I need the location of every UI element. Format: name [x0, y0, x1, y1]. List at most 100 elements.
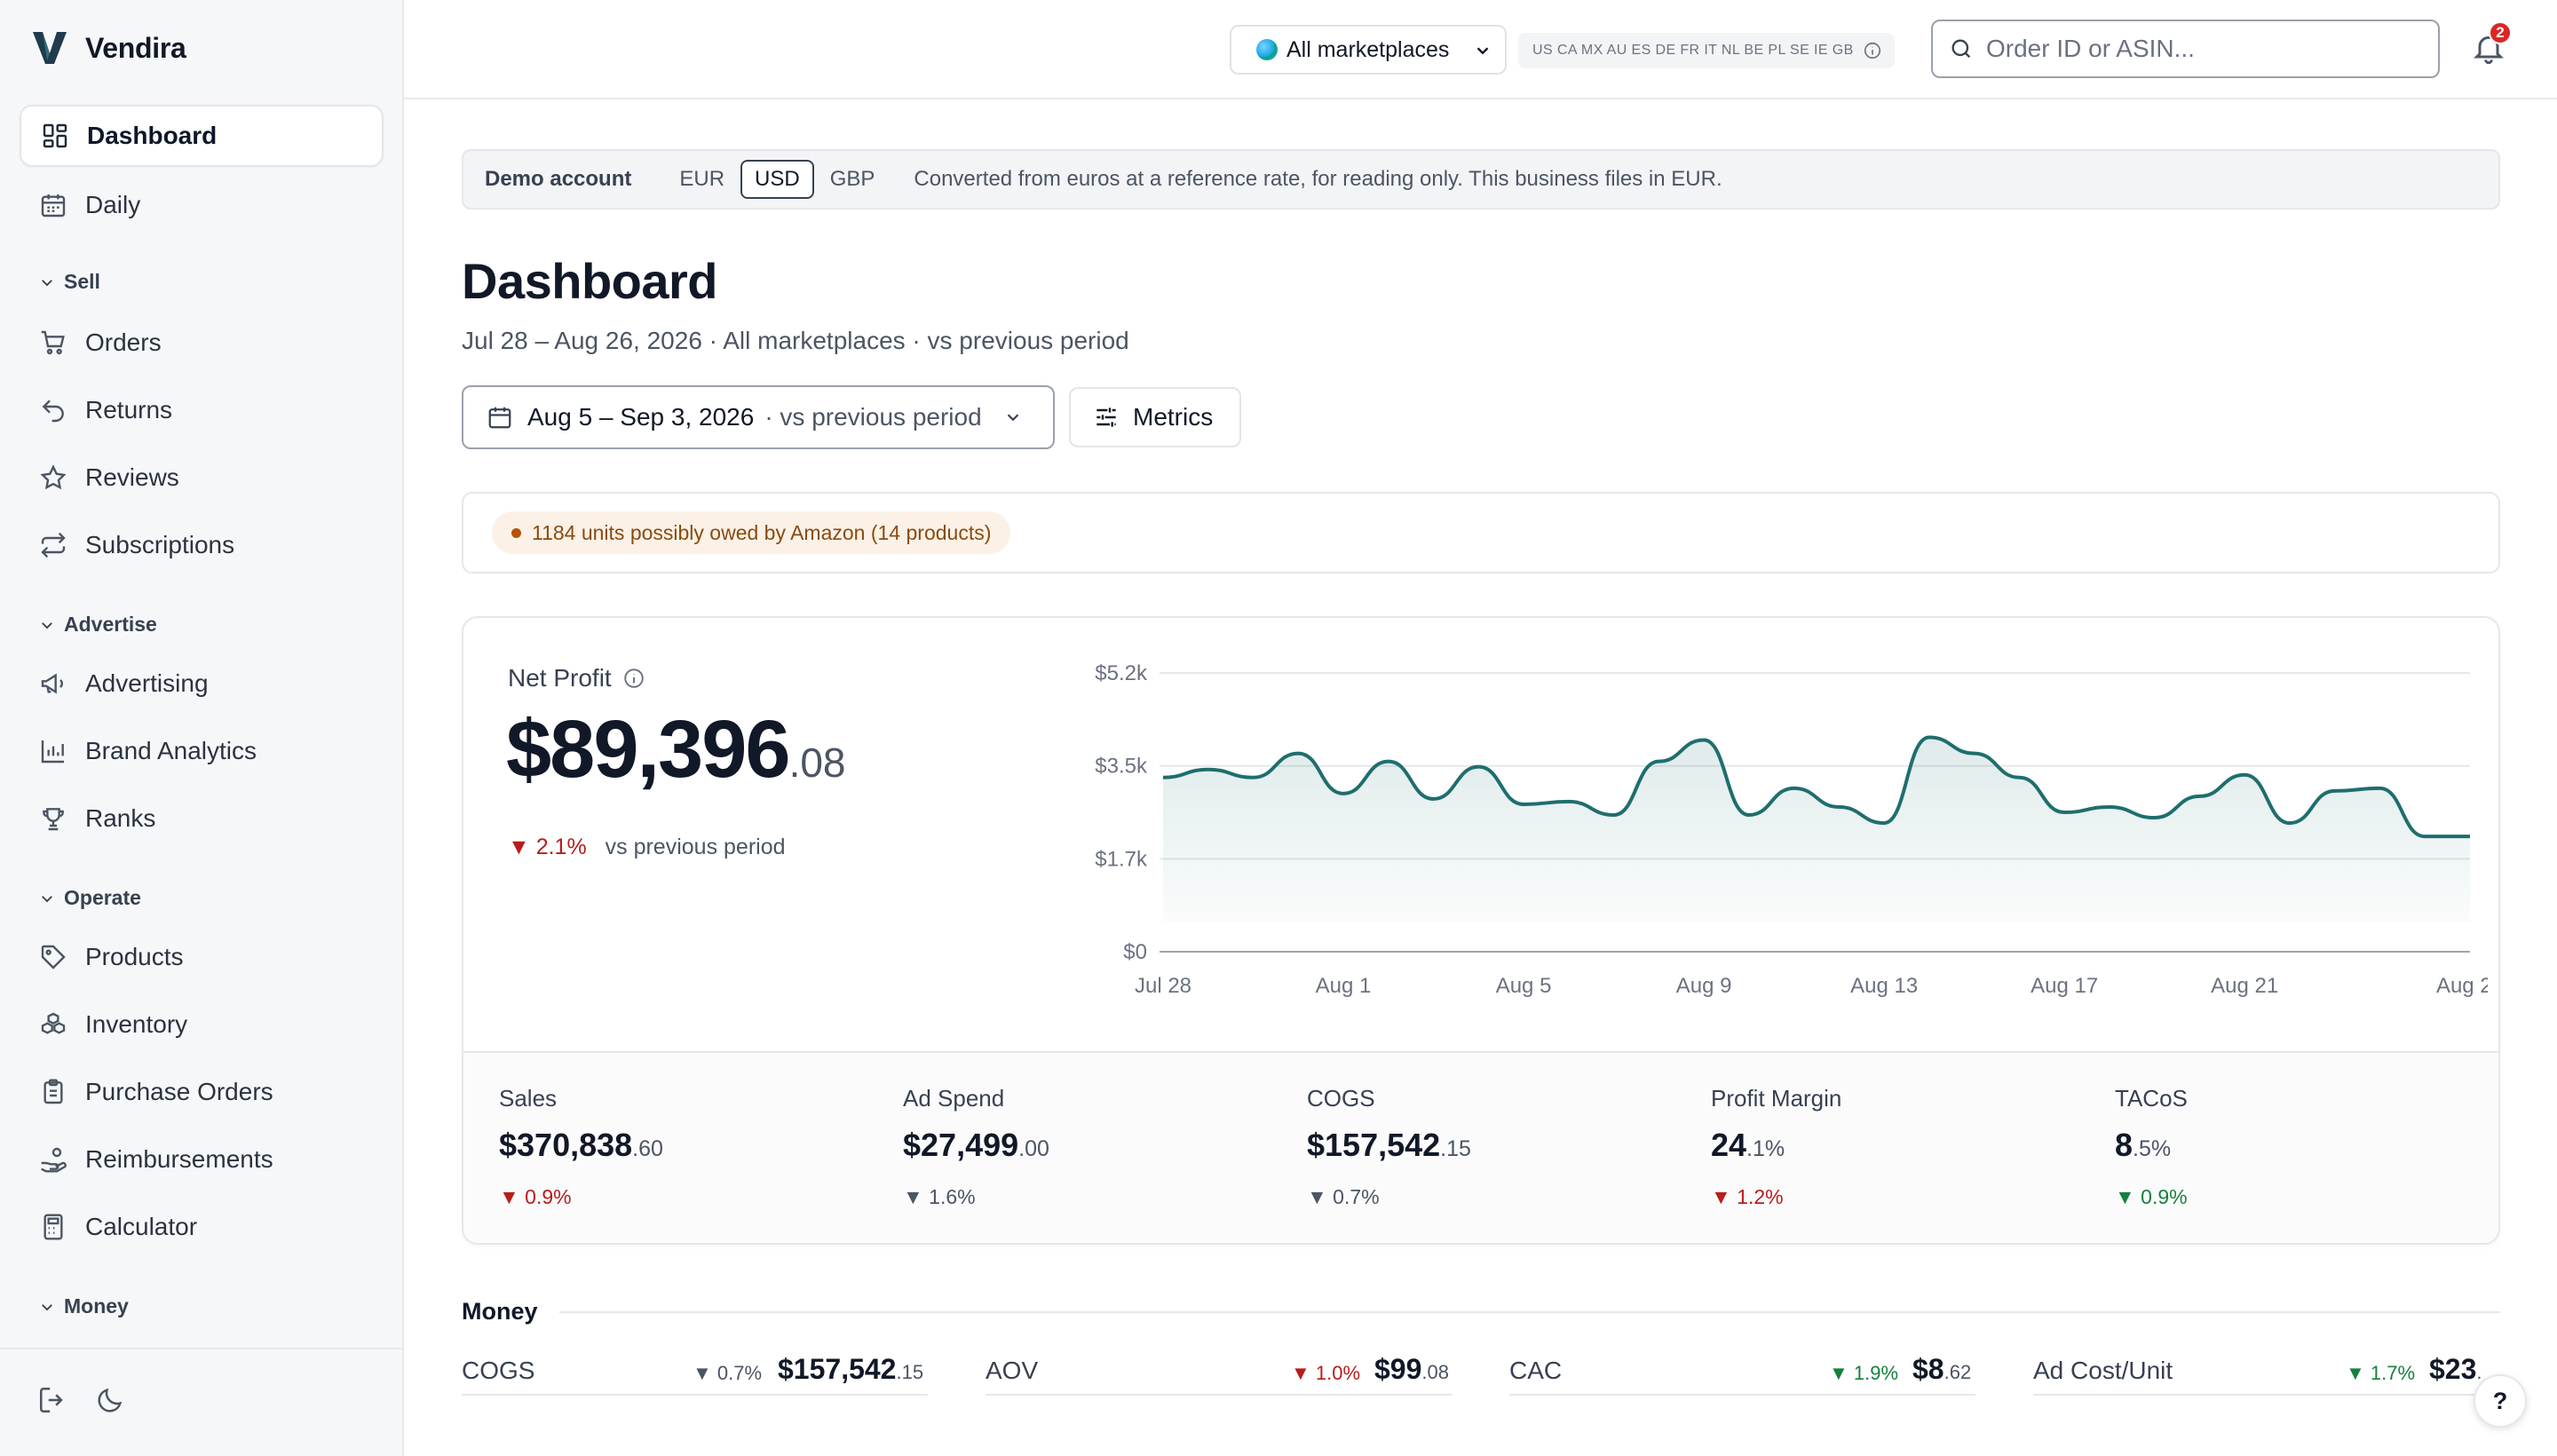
- repeat-icon: [41, 532, 66, 558]
- stat-value: $157,542.15: [1307, 1127, 1471, 1164]
- currency-note: Converted from euros at a reference rate…: [914, 167, 1722, 191]
- money-value: $157,542.15: [778, 1353, 923, 1386]
- sidebar-item-reviews[interactable]: Reviews: [20, 447, 384, 509]
- brand[interactable]: Vendira: [30, 28, 186, 67]
- money-value-main: $8: [1912, 1353, 1944, 1385]
- y-tick-label: $3.5k: [1095, 755, 1148, 779]
- logo-icon: [33, 32, 67, 64]
- money-row-cogs[interactable]: COGS ▼ 0.7% $157,542.15: [462, 1349, 928, 1396]
- date-range-picker[interactable]: Aug 5 – Sep 3, 2026 · vs previous period: [462, 385, 1055, 449]
- sidebar-item-orders[interactable]: Orders: [20, 312, 384, 374]
- search-box[interactable]: [1931, 20, 2440, 78]
- sidebar-item-daily[interactable]: Daily: [20, 174, 384, 236]
- chevron-down-icon: [1007, 414, 1018, 422]
- stat-value-main: $27,499: [903, 1127, 1019, 1163]
- stat-label: Sales: [499, 1085, 558, 1112]
- sidebar-item-subscriptions[interactable]: Subscriptions: [20, 514, 384, 576]
- metrics-button[interactable]: Metrics: [1069, 387, 1241, 447]
- stat-value-cents: .15: [1440, 1136, 1471, 1161]
- currency-eur[interactable]: EUR: [679, 167, 725, 191]
- search-icon: [1951, 39, 1971, 59]
- stat-tacos[interactable]: TACoS 8.5% ▼ 0.9%: [2115, 1085, 2188, 1209]
- section-label: Advertise: [64, 613, 157, 636]
- help-button[interactable]: ?: [2474, 1374, 2527, 1428]
- sidebar-item-products[interactable]: Products: [20, 926, 384, 988]
- stat-delta: ▼ 0.9%: [2115, 1185, 2188, 1208]
- x-tick-label: Aug 26: [2436, 974, 2488, 998]
- divider: [559, 1311, 2500, 1313]
- money-label: AOV: [986, 1357, 1039, 1384]
- sliders-icon: [1096, 408, 1116, 427]
- sidebar-item-ranks[interactable]: Ranks: [20, 787, 384, 850]
- chevron-down-icon: [42, 621, 52, 629]
- sidebar-item-label: Ranks: [85, 804, 156, 832]
- money-label: CAC: [1509, 1357, 1563, 1384]
- logout-icon[interactable]: [37, 1385, 67, 1415]
- search-input[interactable]: [1986, 35, 2412, 63]
- money-section-title: Money: [462, 1298, 538, 1325]
- stat-ad-spend[interactable]: Ad Spend $27,499.00 ▼ 1.6%: [903, 1085, 1049, 1209]
- money-value: $23.: [2429, 1353, 2482, 1386]
- marketplace-select[interactable]: All marketplaces: [1230, 25, 1507, 75]
- x-tick-label: Aug 5: [1496, 974, 1552, 998]
- sidebar-item-label: Inventory: [85, 1010, 188, 1038]
- money-row-aov[interactable]: AOV ▼ 1.0% $99.08: [986, 1349, 1452, 1396]
- money-row-cac[interactable]: CAC ▼ 1.9% $8.62: [1509, 1349, 1975, 1396]
- sidebar-item-label: Subscriptions: [85, 531, 235, 558]
- money-row-ad-cost-unit[interactable]: Ad Cost/Unit ▼ 1.7% $23.: [2033, 1349, 2500, 1396]
- stat-value-main: $370,838: [499, 1127, 633, 1163]
- net-profit-label-row: Net Profit: [508, 664, 645, 692]
- section-operate[interactable]: Operate: [39, 886, 141, 910]
- y-tick-label: $1.7k: [1095, 847, 1148, 871]
- demo-label: Demo account: [485, 167, 632, 191]
- marketplace-codes-text: US CA MX AU ES DE FR IT NL BE PL SE IE G…: [1532, 43, 1854, 58]
- section-advertise[interactable]: Advertise: [39, 613, 157, 637]
- currency-usd[interactable]: USD: [740, 160, 814, 199]
- stat-label: TACoS: [2115, 1085, 2188, 1112]
- hand-coins-icon: [41, 1147, 67, 1173]
- owed-units-alert[interactable]: 1184 units possibly owed by Amazon (14 p…: [492, 511, 1011, 554]
- stat-value-cents: .5%: [2133, 1136, 2172, 1161]
- section-sell[interactable]: Sell: [39, 270, 100, 294]
- y-tick-label: $5.2k: [1095, 661, 1148, 685]
- x-tick-label: Aug 21: [2211, 974, 2278, 998]
- money-value-cents: .15: [896, 1361, 924, 1383]
- top-bar: All marketplaces US CA MX AU ES DE FR IT…: [404, 0, 2557, 99]
- stat-value-main: 24: [1711, 1127, 1747, 1163]
- money-value-cents: .: [2476, 1361, 2482, 1383]
- stat-profit-margin[interactable]: Profit Margin 24.1% ▼ 1.2%: [1711, 1085, 1841, 1209]
- sidebar-item-dashboard[interactable]: Dashboard: [20, 105, 384, 167]
- x-tick-label: Jul 28: [1135, 974, 1191, 998]
- sidebar-item-calculator[interactable]: Calculator: [20, 1196, 384, 1258]
- area-fill: [1163, 737, 2470, 922]
- stat-value-main: $157,542: [1307, 1127, 1441, 1163]
- sidebar-item-advertising[interactable]: Advertising: [20, 653, 384, 715]
- money-value-main: $157,542: [778, 1353, 897, 1385]
- megaphone-icon: [41, 673, 63, 694]
- sidebar-item-inventory[interactable]: Inventory: [20, 993, 384, 1056]
- stat-cogs[interactable]: COGS $157,542.15 ▼ 0.7%: [1307, 1085, 1471, 1209]
- money-delta: ▼ 1.0%: [1291, 1362, 1361, 1384]
- net-profit-delta-label: vs previous period: [605, 835, 786, 859]
- currency-gbp[interactable]: GBP: [829, 167, 875, 191]
- x-tick-label: Aug 13: [1850, 974, 1918, 998]
- money-value: $99.08: [1374, 1353, 1449, 1386]
- chevron-down-icon: [1476, 47, 1489, 55]
- net-profit-chart[interactable]: $5.2k $3.5k $1.7k $0 Jul 28 Aug 1 Aug 5 Aug 9 Au…: [1049, 648, 2488, 1039]
- sidebar-item-label: Brand Analytics: [85, 737, 257, 764]
- section-label: Money: [64, 1294, 129, 1318]
- clipboard-icon: [44, 1079, 63, 1104]
- dashboard-icon: [43, 123, 67, 148]
- sidebar-item-returns[interactable]: Returns: [20, 379, 384, 441]
- info-icon[interactable]: [622, 667, 645, 690]
- sidebar-item-purchase-orders[interactable]: Purchase Orders: [20, 1061, 384, 1123]
- stat-value: 8.5%: [2115, 1127, 2188, 1164]
- stat-sales[interactable]: Sales $370,838.60 ▼ 0.9%: [499, 1085, 663, 1209]
- sidebar-item-brand-analytics[interactable]: Brand Analytics: [20, 720, 384, 782]
- moon-icon[interactable]: [95, 1385, 125, 1415]
- section-money[interactable]: Money: [39, 1294, 129, 1318]
- alert-card: 1184 units possibly owed by Amazon (14 p…: [462, 492, 2500, 574]
- sidebar-item-reimbursements[interactable]: Reimbursements: [20, 1128, 384, 1191]
- info-icon[interactable]: [1863, 41, 1882, 60]
